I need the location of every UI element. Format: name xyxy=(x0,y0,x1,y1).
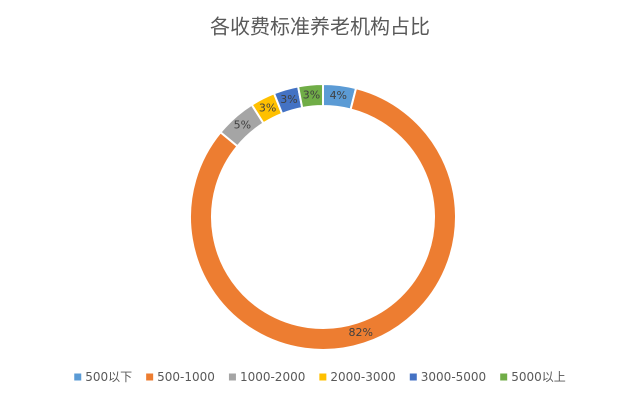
value-label: 3% xyxy=(259,101,276,114)
donut-slice xyxy=(189,86,457,351)
legend-label: 5000以上 xyxy=(511,370,566,384)
legend-swatch xyxy=(500,373,508,381)
value-label: 3% xyxy=(280,93,297,106)
value-label: 3% xyxy=(303,89,320,102)
legend-label: 2000-3000 xyxy=(330,370,395,384)
legend-swatch xyxy=(228,373,236,381)
value-label: 5% xyxy=(234,118,251,131)
legend-swatch xyxy=(409,373,417,381)
chart-title: 各收费标准养老机构占比 xyxy=(210,15,430,39)
donut-slice xyxy=(296,82,324,110)
legend-swatch xyxy=(319,373,327,381)
legend-label: 500-1000 xyxy=(157,370,215,384)
legend-label: 500以下 xyxy=(85,370,132,384)
legend-label: 1000-2000 xyxy=(240,370,305,384)
legend-swatch xyxy=(146,373,154,381)
value-label: 4% xyxy=(330,89,347,102)
legend-swatch xyxy=(74,373,82,381)
value-label: 82% xyxy=(348,326,372,339)
legend-label: 3000-5000 xyxy=(421,370,486,384)
